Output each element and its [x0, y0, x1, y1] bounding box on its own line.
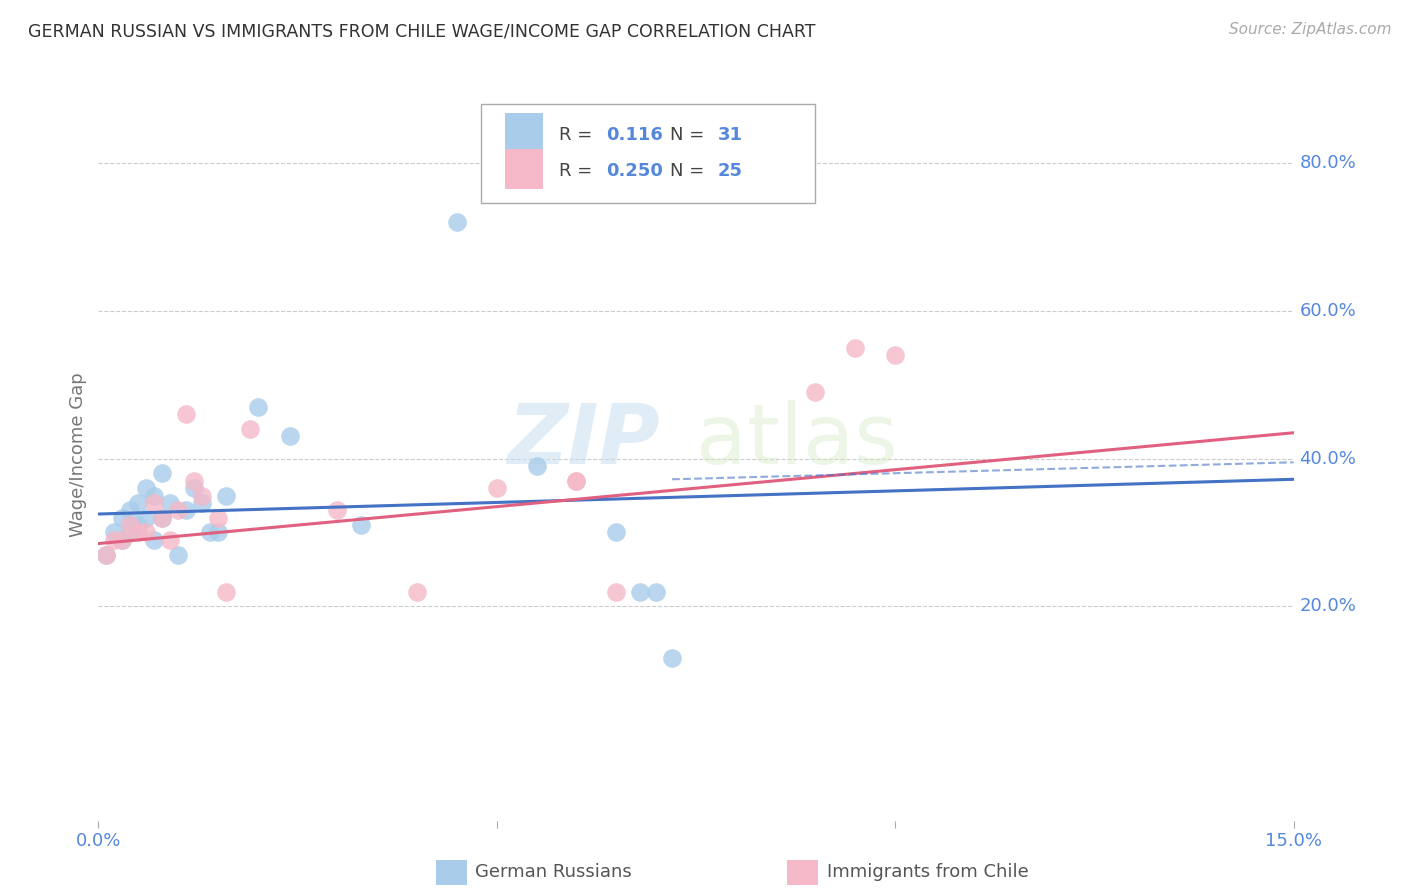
Point: [406, 584, 429, 599]
Point: [326, 503, 349, 517]
Point: [239, 422, 262, 436]
Point: [111, 533, 134, 547]
Text: 0.250: 0.250: [606, 162, 664, 180]
Text: 40.0%: 40.0%: [1299, 450, 1357, 467]
Point: [645, 584, 668, 599]
Point: [103, 533, 125, 547]
Point: [135, 510, 157, 524]
Point: [884, 348, 907, 362]
FancyBboxPatch shape: [505, 149, 543, 189]
Point: [111, 533, 134, 547]
Point: [127, 496, 149, 510]
Text: atlas: atlas: [696, 400, 897, 481]
Point: [207, 510, 229, 524]
Text: German Russians: German Russians: [475, 863, 631, 881]
Point: [191, 489, 214, 503]
Point: [278, 429, 301, 443]
Point: [150, 510, 173, 524]
Point: [174, 407, 197, 421]
Point: [167, 548, 190, 562]
Point: [167, 503, 190, 517]
Point: [628, 584, 651, 599]
Point: [150, 510, 173, 524]
Point: [526, 458, 548, 473]
Text: ZIP: ZIP: [508, 400, 661, 481]
Point: [127, 525, 149, 540]
Point: [135, 481, 157, 495]
Point: [605, 584, 627, 599]
Point: [565, 474, 588, 488]
Text: GERMAN RUSSIAN VS IMMIGRANTS FROM CHILE WAGE/INCOME GAP CORRELATION CHART: GERMAN RUSSIAN VS IMMIGRANTS FROM CHILE …: [28, 22, 815, 40]
Point: [96, 548, 118, 562]
Point: [127, 518, 149, 533]
Point: [96, 548, 118, 562]
Point: [135, 525, 157, 540]
Text: R =: R =: [558, 162, 598, 180]
Text: 31: 31: [717, 126, 742, 144]
Point: [120, 518, 142, 533]
Point: [565, 474, 588, 488]
Point: [215, 584, 238, 599]
Text: 20.0%: 20.0%: [1299, 598, 1357, 615]
Text: N =: N =: [669, 126, 710, 144]
Text: R =: R =: [558, 126, 598, 144]
Point: [246, 400, 269, 414]
Point: [103, 525, 125, 540]
Point: [804, 385, 827, 400]
FancyBboxPatch shape: [505, 112, 543, 153]
Point: [350, 518, 373, 533]
Point: [844, 341, 866, 355]
Y-axis label: Wage/Income Gap: Wage/Income Gap: [69, 373, 87, 537]
Point: [159, 496, 181, 510]
Point: [215, 489, 238, 503]
Point: [143, 533, 166, 547]
Text: 25: 25: [717, 162, 742, 180]
Point: [183, 474, 205, 488]
Point: [605, 525, 627, 540]
Point: [174, 503, 197, 517]
Text: 60.0%: 60.0%: [1299, 301, 1357, 320]
Text: 80.0%: 80.0%: [1299, 154, 1357, 172]
Point: [661, 651, 683, 665]
Point: [150, 467, 173, 481]
Text: N =: N =: [669, 162, 710, 180]
Point: [485, 481, 508, 495]
Point: [120, 503, 142, 517]
Point: [120, 525, 142, 540]
Point: [198, 525, 221, 540]
Point: [207, 525, 229, 540]
Text: 0.116: 0.116: [606, 126, 664, 144]
Point: [143, 489, 166, 503]
Text: Source: ZipAtlas.com: Source: ZipAtlas.com: [1229, 22, 1392, 37]
Point: [159, 533, 181, 547]
Text: Immigrants from Chile: Immigrants from Chile: [827, 863, 1028, 881]
FancyBboxPatch shape: [481, 103, 815, 202]
Point: [111, 510, 134, 524]
Point: [143, 496, 166, 510]
Point: [183, 481, 205, 495]
Point: [191, 496, 214, 510]
Point: [446, 215, 468, 229]
